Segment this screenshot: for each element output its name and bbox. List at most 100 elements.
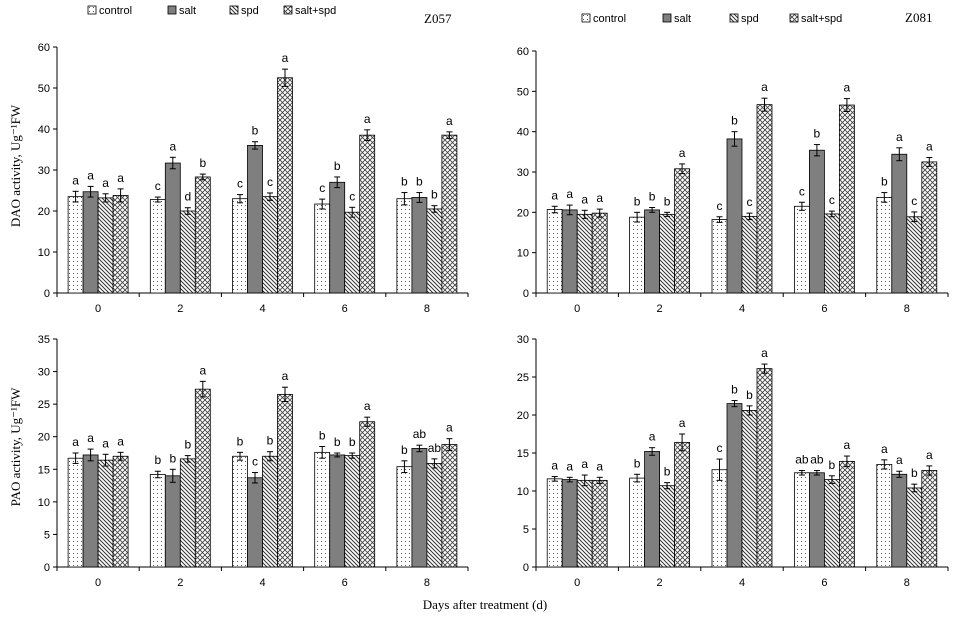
legend-label-control: control	[99, 5, 132, 17]
legend-swatch-salt-spd	[283, 5, 293, 15]
significance-label: b	[184, 438, 191, 452]
bar-salt	[164, 475, 181, 568]
legend-label-salt-spd: salt+spd	[295, 5, 336, 17]
bar-control	[149, 199, 166, 294]
legend-right: control salt spd salt+spd	[581, 13, 842, 25]
dao-y-axis-title: DAO activity, Ug⁻¹FW	[8, 104, 23, 227]
x-tick-label: 0	[95, 577, 101, 589]
y-tick-label: 30	[517, 334, 529, 346]
significance-label: a	[364, 399, 371, 413]
bar-spd	[659, 485, 675, 568]
significance-label: a	[596, 191, 603, 205]
bar-salt-spd	[277, 77, 293, 294]
y-tick-label: 20	[517, 410, 529, 422]
y-tick-label: 10	[38, 247, 50, 259]
bar-spd	[262, 196, 278, 294]
x-tick-label: 6	[821, 577, 827, 589]
bar-salt-spd	[194, 176, 211, 294]
legend-swatch-salt	[662, 13, 672, 23]
bar-spd	[344, 455, 361, 568]
bar-control	[876, 197, 893, 294]
significance-label: a	[72, 173, 79, 187]
bar-salt-spd	[839, 460, 855, 568]
significance-label: a	[87, 168, 94, 182]
significance-label: c	[319, 181, 325, 195]
significance-label: b	[664, 194, 671, 208]
y-tick-label: 0	[523, 288, 529, 300]
legend-swatch-spd	[729, 13, 739, 23]
significance-label: a	[551, 188, 558, 202]
significance-label: a	[169, 139, 176, 153]
bar-salt-spd	[112, 195, 129, 294]
significance-label: b	[814, 127, 821, 141]
significance-label: c	[911, 194, 917, 208]
x-tick-label: 0	[574, 577, 580, 589]
significance-label: b	[401, 443, 408, 457]
bar-spd	[426, 463, 443, 568]
significance-label: a	[72, 435, 79, 449]
significance-label: a	[596, 459, 603, 473]
x-tick-label: 8	[424, 303, 430, 315]
significance-label: b	[154, 453, 161, 467]
bar-salt	[726, 138, 743, 294]
legend-label-salt-spd: salt+spd	[801, 13, 842, 25]
significance-label: c	[717, 199, 723, 213]
significance-label: a	[844, 81, 851, 95]
significance-label: a	[117, 434, 124, 448]
bar-salt-spd	[674, 168, 690, 294]
bar-salt-spd	[359, 421, 376, 568]
significance-label: a	[844, 438, 851, 452]
pao-y-axis-title: PAO activity, Ug⁻¹FW	[8, 387, 23, 507]
bar-control	[711, 469, 728, 568]
bar-spd	[659, 213, 675, 294]
significance-label: ab	[795, 452, 809, 466]
significance-label: a	[87, 431, 94, 445]
bar-spd	[741, 215, 758, 294]
bar-salt	[329, 454, 346, 568]
significance-label: a	[896, 453, 903, 467]
x-tick-label: 8	[904, 303, 910, 315]
significance-label: b	[829, 458, 836, 472]
y-tick-label: 50	[517, 86, 529, 98]
significance-label: a	[679, 146, 686, 160]
x-tick-label: 4	[739, 303, 745, 315]
significance-label: b	[401, 175, 408, 189]
panel-title: Z081	[905, 10, 932, 25]
bar-salt	[411, 197, 428, 294]
bar-control	[67, 196, 84, 294]
bar-salt-spd	[756, 368, 773, 568]
bar-salt-spd	[591, 479, 608, 568]
bar-spd	[179, 458, 196, 568]
bar-spd	[824, 479, 840, 568]
bar-salt-spd	[921, 470, 938, 568]
y-tick-label: 50	[38, 83, 50, 95]
significance-label: b	[169, 451, 176, 465]
bar-salt	[82, 191, 99, 294]
bar-spd	[97, 459, 114, 568]
bar-salt-spd	[112, 455, 129, 568]
bar-control	[629, 477, 645, 568]
significance-label: a	[761, 346, 768, 360]
x-tick-label: 2	[177, 303, 183, 315]
significance-label: c	[747, 195, 753, 209]
bar-salt-spd	[839, 104, 855, 294]
bar-control	[149, 474, 166, 568]
significance-label: a	[364, 112, 371, 126]
y-tick-label: 40	[517, 127, 529, 139]
legend-label-salt: salt	[179, 5, 196, 17]
significance-label: b	[431, 188, 438, 202]
significance-label: c	[349, 189, 355, 203]
significance-label: b	[731, 114, 738, 128]
bar-spd	[576, 479, 593, 568]
bar-spd	[906, 487, 923, 568]
x-axis-title: Days after treatment (d)	[423, 597, 548, 612]
significance-label: b	[634, 194, 641, 208]
legend-left: control salt spd salt+spd	[87, 5, 336, 17]
bar-control	[396, 198, 413, 294]
legend-label-control: control	[593, 13, 626, 25]
bar-salt	[561, 209, 578, 294]
y-tick-label: 35	[38, 334, 50, 346]
